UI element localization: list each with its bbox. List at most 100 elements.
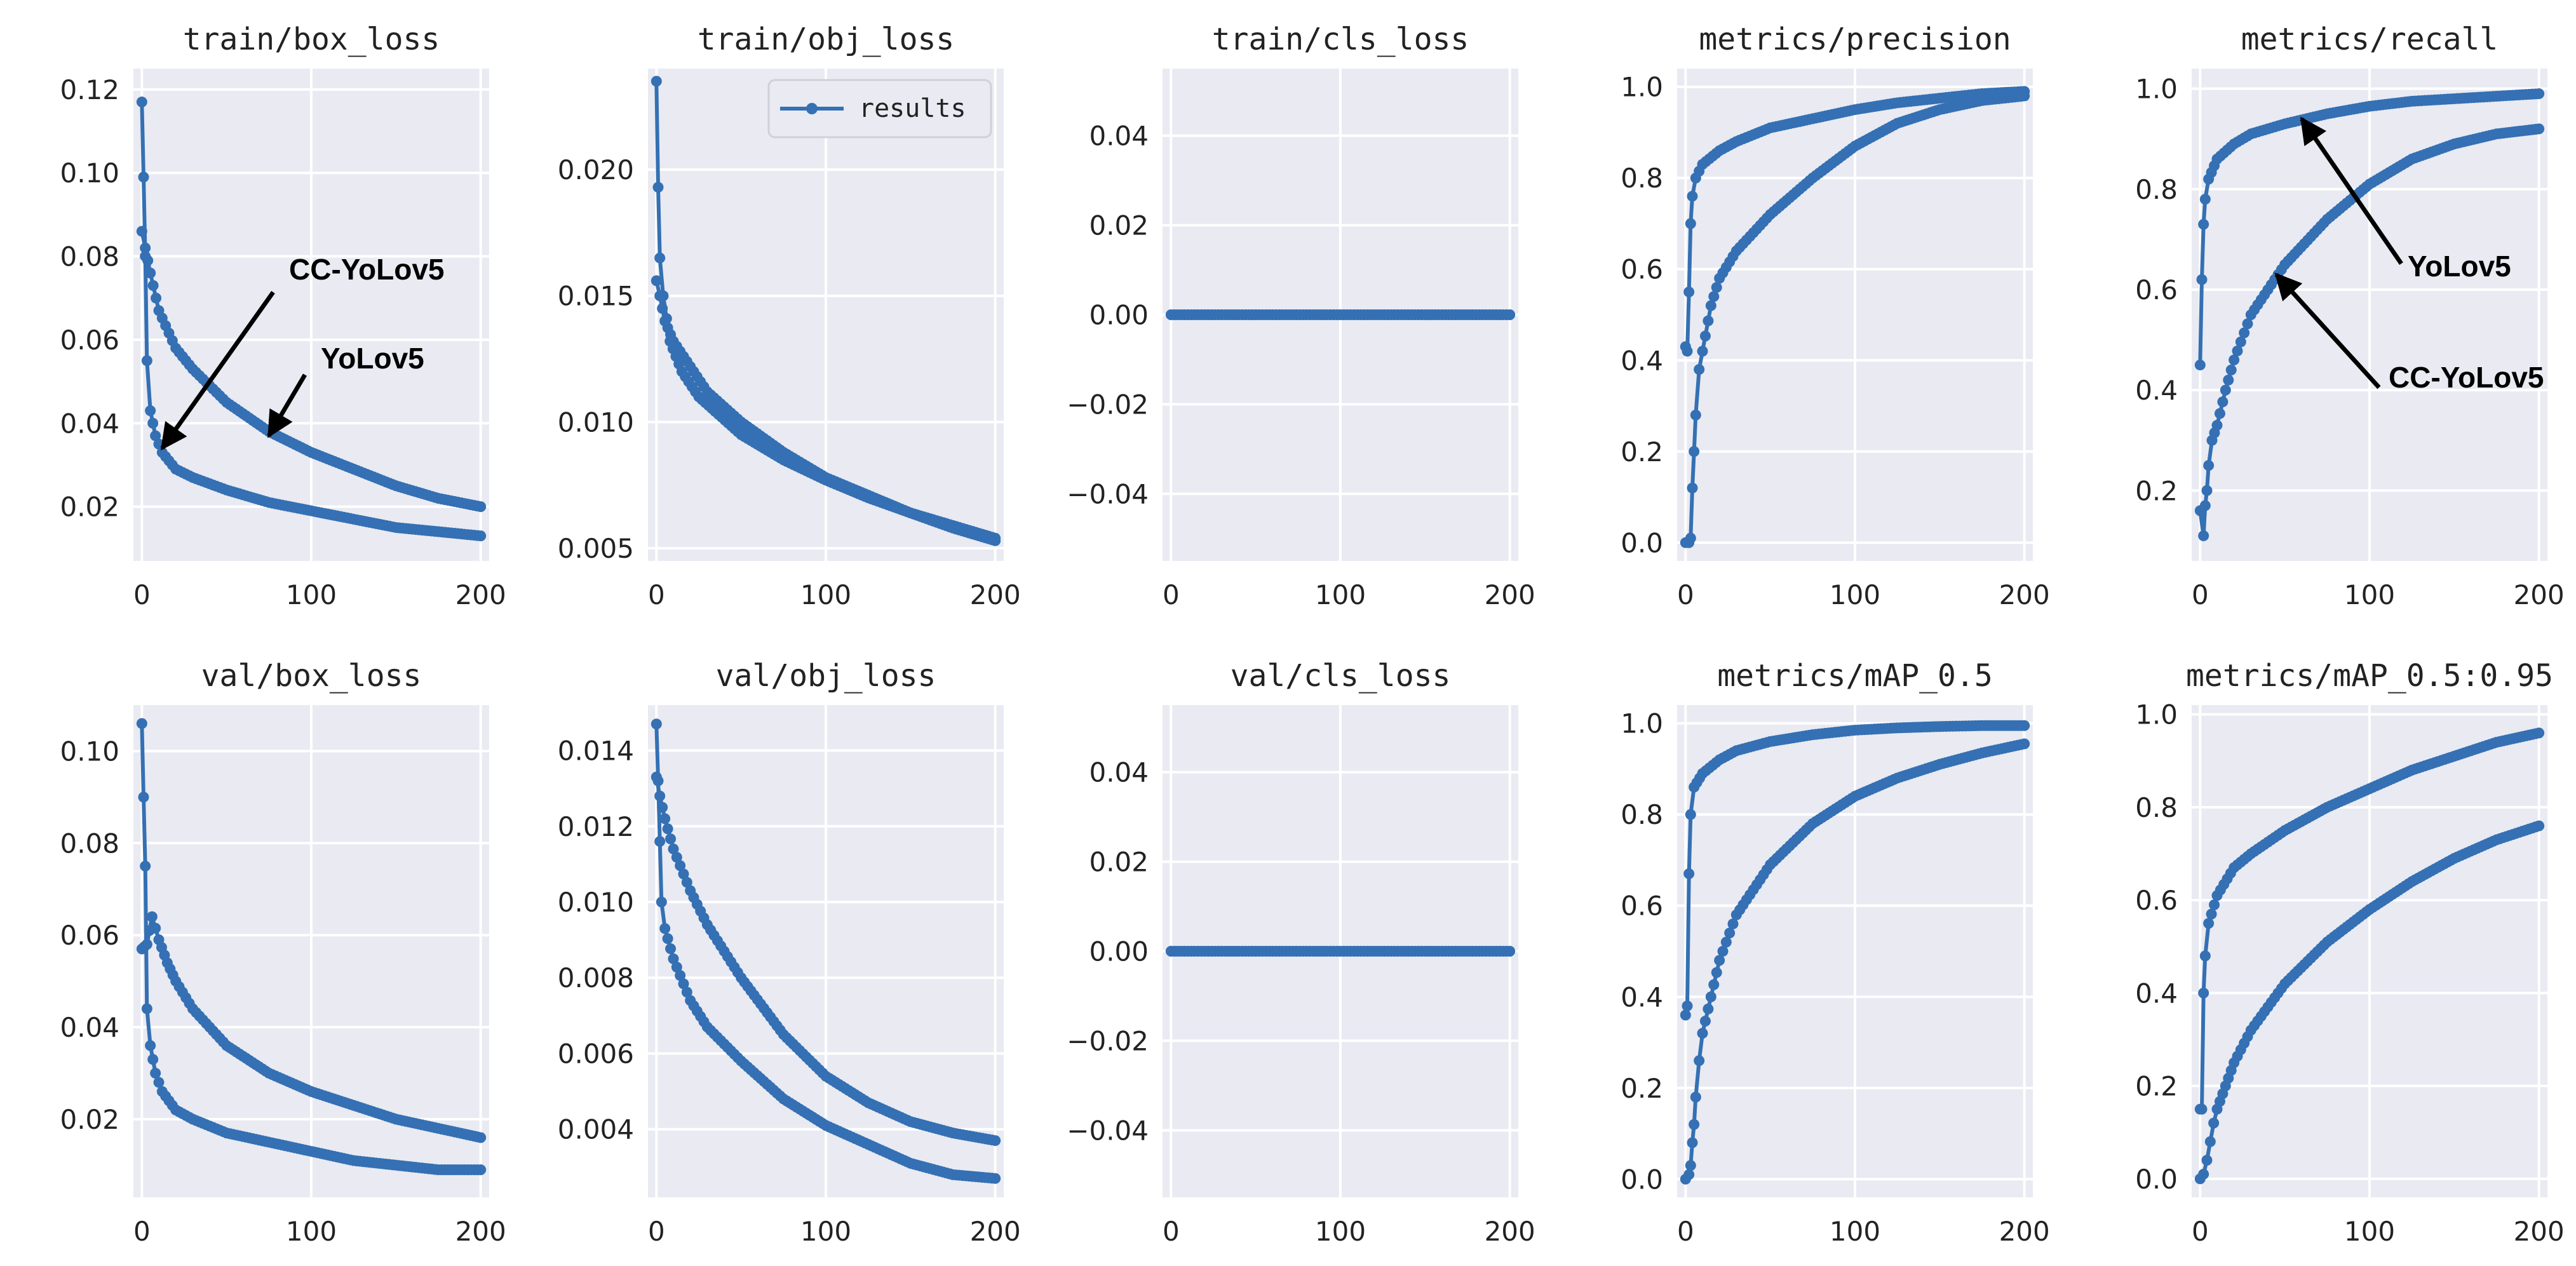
data-point: [2533, 123, 2545, 135]
data-point: [141, 939, 152, 950]
data-point: [2201, 485, 2213, 496]
y-tick-label: 0.014: [558, 736, 634, 767]
data-point: [2208, 1117, 2220, 1129]
y-tick-label: 0.006: [558, 1038, 634, 1069]
y-tick-label: −0.04: [1067, 478, 1149, 509]
y-tick-label: 0.015: [558, 281, 634, 312]
data-point: [2199, 194, 2211, 205]
data-point: [668, 844, 679, 855]
subplot: val/cls_loss 0 100 200 −0.04 −0.02 0.00 0.02 0.0…: [1067, 658, 1535, 1247]
x-tick-label: 0: [2192, 579, 2209, 610]
data-point: [2203, 460, 2215, 471]
y-tick-label: 0.8: [1621, 799, 1663, 830]
y-tick-label: 0.6: [1621, 254, 1663, 285]
y-tick-label: 0.2: [2135, 475, 2178, 506]
data-point: [2198, 219, 2209, 230]
y-tick-label: 0.02: [60, 492, 119, 523]
x-tick-label: 100: [1830, 579, 1880, 610]
data-point: [2206, 908, 2217, 920]
data-point: [1685, 218, 1696, 229]
y-tick-label: 1.0: [2135, 74, 2178, 105]
y-tick-label: 0.0: [1621, 527, 1663, 558]
data-point: [1717, 946, 1729, 957]
data-point: [1694, 1055, 1705, 1067]
data-point: [151, 292, 162, 304]
y-tick-label: 0.02: [60, 1104, 119, 1135]
y-tick-label: 0.2: [1621, 436, 1663, 468]
annotation-arrow: [160, 290, 275, 451]
data-point: [2223, 374, 2234, 386]
data-point: [2229, 354, 2240, 366]
chart-title: metrics/mAP_0.5:0.95: [2186, 658, 2553, 694]
x-tick-label: 200: [1485, 1216, 1535, 1247]
data-point: [1711, 967, 1722, 978]
x-tick-label: 0: [2192, 1216, 2209, 1247]
data-point: [2198, 1168, 2209, 1180]
x-tick-label: 0: [648, 1216, 665, 1247]
data-point: [2239, 327, 2250, 339]
data-point: [2203, 918, 2215, 929]
data-point: [1703, 1003, 1714, 1014]
legend: results: [767, 79, 992, 138]
data-point: [681, 987, 692, 998]
y-tick-label: 0.2: [2135, 1071, 2178, 1102]
y-tick-label: 0.4: [2135, 375, 2178, 406]
y-tick-label: 0.6: [2135, 885, 2178, 916]
subplot: train/cls_loss 0 100 200 −0.04 −0.02 0.00 0.02 0…: [1067, 22, 1535, 610]
data-point: [675, 860, 686, 872]
data-point: [1685, 1160, 1696, 1171]
data-point: [1727, 918, 1739, 929]
x-tick-label: 200: [1999, 579, 2050, 610]
data-point: [1690, 1091, 1701, 1103]
data-point: [2201, 1155, 2213, 1166]
chart-title: train/obj_loss: [698, 22, 955, 57]
data-point: [475, 530, 487, 542]
data-point: [1703, 315, 1714, 327]
x-tick-label: 100: [1315, 1216, 1366, 1247]
data-point: [147, 417, 159, 429]
data-point: [990, 532, 1001, 544]
x-tick-label: 200: [455, 579, 506, 610]
data-point: [145, 405, 156, 417]
y-tick-label: 0.04: [60, 1012, 119, 1043]
data-point: [651, 771, 662, 783]
y-tick-label: 1.0: [1621, 72, 1663, 103]
subplot: metrics/recall 0 100 200 0.2 0.4 0.6 0.8 1.0 YoLo…: [2135, 22, 2565, 610]
data-point: [150, 1067, 161, 1079]
data-point: [1708, 291, 1720, 302]
y-tick-label: 0.00: [1089, 300, 1149, 331]
data-point: [1724, 927, 1736, 939]
data-point: [153, 1077, 165, 1088]
x-tick-label: 200: [970, 1216, 1021, 1247]
data-point: [140, 242, 151, 253]
x-tick-label: 100: [286, 579, 337, 610]
subplot-grid: train/box_loss 0 100 200 0.02 0.04 0.06 0.08 0.1…: [60, 22, 2564, 1247]
data-point: [1687, 191, 1698, 202]
subplot: train/box_loss 0 100 200 0.02 0.04 0.06 0.08 0.1…: [60, 22, 506, 610]
data-point: [671, 852, 682, 863]
data-point: [2232, 345, 2243, 356]
y-tick-label: 0.4: [1621, 981, 1663, 1013]
data-point: [1714, 955, 1725, 966]
subplot: val/box_loss 0 100 200 0.02 0.04 0.06 0.08 0.10: [60, 658, 506, 1247]
subplot: val/obj_loss 0 100 200 0.004 0.006 0.008 0.010 0…: [558, 658, 1021, 1247]
data-point: [654, 290, 666, 302]
data-point: [651, 275, 662, 286]
subplot: metrics/mAP_0.5 0 100 200 0.0 0.2 0.4 0.6 0.8 1.0: [1621, 658, 2050, 1247]
y-tick-label: 0.04: [60, 408, 119, 439]
y-tick-label: 1.0: [2135, 699, 2178, 731]
data-point: [146, 911, 158, 922]
data-point: [657, 802, 668, 813]
x-tick-label: 200: [1999, 1216, 2050, 1247]
x-tick-label: 100: [800, 579, 851, 610]
data-point: [1683, 868, 1695, 880]
y-tick-label: 0.04: [1089, 121, 1149, 152]
y-tick-label: 0.020: [558, 154, 634, 185]
y-tick-label: 0.00: [1089, 936, 1149, 967]
data-point: [2204, 1136, 2216, 1147]
data-point: [671, 962, 682, 973]
y-tick-label: 0.0: [2135, 1164, 2178, 1195]
x-tick-label: 0: [133, 1216, 151, 1247]
y-tick-label: 0.6: [1621, 891, 1663, 922]
